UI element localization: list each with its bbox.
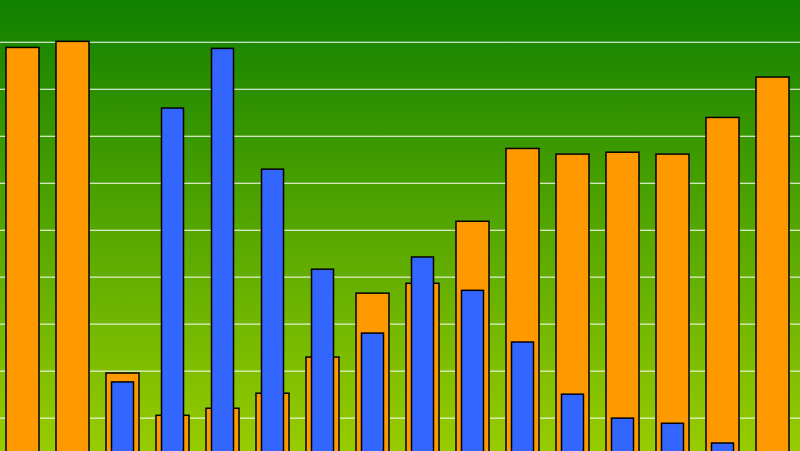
- bar: [55, 40, 90, 451]
- bar: [560, 393, 585, 451]
- bar: [210, 47, 235, 451]
- bar: [610, 417, 635, 451]
- bar: [260, 168, 285, 451]
- bar: [110, 381, 135, 451]
- bar: [655, 153, 690, 451]
- bar: [360, 332, 385, 451]
- bar: [710, 442, 735, 451]
- bar: [605, 151, 640, 451]
- bar: [160, 107, 185, 451]
- bar: [755, 76, 790, 451]
- bar: [705, 116, 740, 451]
- bar: [310, 268, 335, 451]
- bar: [660, 422, 685, 451]
- bar: [460, 289, 485, 451]
- bar: [510, 341, 535, 451]
- bar: [410, 256, 435, 451]
- bar: [5, 46, 40, 451]
